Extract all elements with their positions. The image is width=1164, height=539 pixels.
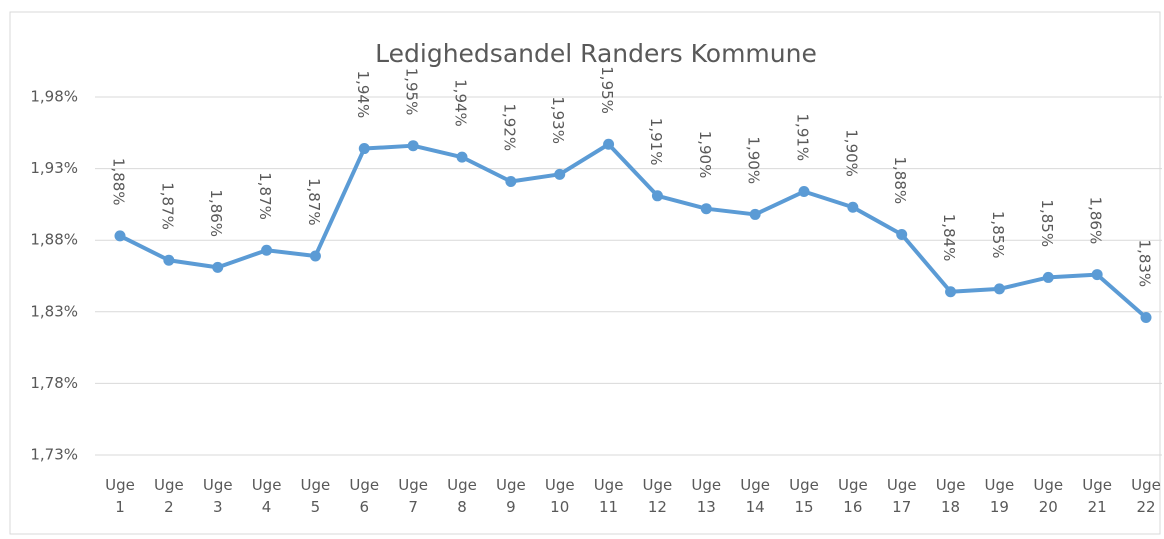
y-tick-label: 1,88% (30, 231, 78, 249)
data-label: 1,94% (354, 71, 372, 119)
marker (847, 201, 859, 213)
x-tick-label: Uge 9 (496, 476, 526, 516)
marker (114, 230, 126, 242)
y-tick-label: 1,83% (30, 302, 78, 320)
data-label: 1,92% (500, 103, 518, 151)
data-label: 1,90% (842, 129, 860, 177)
marker (603, 138, 615, 150)
data-label: 1,84% (940, 214, 958, 262)
chart-frame (9, 11, 1161, 535)
marker (554, 168, 566, 180)
x-tick-label: Uge 16 (838, 476, 868, 516)
x-tick-label: Uge 8 (447, 476, 477, 516)
data-label: 1,95% (598, 66, 616, 114)
marker (749, 208, 761, 220)
x-tick-label: Uge 3 (203, 476, 233, 516)
data-label: 1,86% (207, 189, 225, 237)
x-tick-label: Uge 12 (643, 476, 673, 516)
data-label: 1,87% (305, 178, 323, 226)
x-tick-label: Uge 7 (398, 476, 428, 516)
y-tick-label: 1,98% (30, 88, 78, 106)
marker (358, 143, 370, 155)
data-label: 1,86% (1087, 197, 1105, 245)
x-tick-label: Uge 15 (789, 476, 819, 516)
x-tick-label: Uge 21 (1082, 476, 1112, 516)
marker (700, 203, 712, 215)
x-tick-label: Uge 22 (1131, 476, 1161, 516)
x-tick-label: Uge 6 (349, 476, 379, 516)
data-label: 1,94% (452, 79, 470, 127)
marker (798, 186, 810, 198)
data-label: 1,88% (110, 158, 128, 206)
y-tick-label: 1,73% (30, 446, 78, 464)
marker (1042, 271, 1054, 283)
marker (896, 228, 908, 240)
y-tick-label: 1,93% (30, 159, 78, 177)
x-tick-label: Uge 14 (740, 476, 770, 516)
marker (1140, 312, 1152, 324)
marker (212, 261, 224, 273)
x-tick-label: Uge 17 (887, 476, 917, 516)
marker (505, 175, 517, 187)
data-label: 1,93% (549, 96, 567, 144)
data-label: 1,91% (794, 114, 812, 162)
data-label: 1,85% (989, 211, 1007, 259)
marker (993, 283, 1005, 295)
data-label: 1,90% (745, 136, 763, 184)
data-label: 1,95% (403, 68, 421, 116)
x-tick-label: Uge 2 (154, 476, 184, 516)
y-tick-label: 1,78% (30, 374, 78, 392)
marker (407, 140, 419, 152)
data-label: 1,87% (158, 182, 176, 230)
marker (945, 286, 957, 298)
marker (261, 244, 273, 256)
marker (651, 190, 663, 202)
x-tick-label: Uge 18 (936, 476, 966, 516)
data-label: 1,88% (891, 156, 909, 204)
x-tick-label: Uge 1 (105, 476, 135, 516)
marker (456, 151, 468, 163)
chart-title: Ledighedsandel Randers Kommune (375, 39, 817, 68)
x-tick-label: Uge 19 (985, 476, 1015, 516)
data-label: 1,85% (1038, 199, 1056, 247)
x-tick-label: Uge 20 (1033, 476, 1063, 516)
data-label: 1,90% (696, 131, 714, 179)
marker (1091, 269, 1103, 281)
x-tick-label: Uge 11 (594, 476, 624, 516)
marker (309, 250, 321, 262)
data-label: 1,91% (647, 118, 665, 166)
data-label: 1,83% (1136, 240, 1154, 288)
line (119, 142, 1148, 320)
x-tick-label: Uge 5 (301, 476, 331, 516)
x-tick-label: Uge 4 (252, 476, 282, 516)
x-tick-label: Uge 10 (545, 476, 575, 516)
x-tick-label: Uge 13 (691, 476, 721, 516)
marker (163, 254, 175, 266)
data-label: 1,87% (256, 172, 274, 220)
